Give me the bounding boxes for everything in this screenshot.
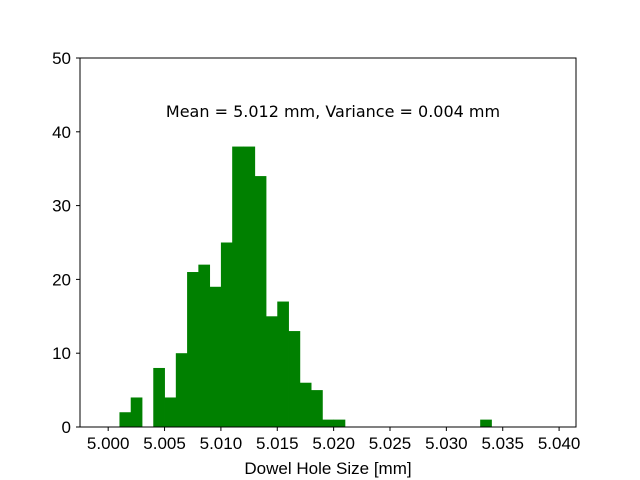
histogram-bar-8 bbox=[220, 242, 233, 427]
histogram-bar-5 bbox=[187, 272, 199, 427]
histogram-bar-15 bbox=[299, 382, 312, 427]
y-tick-label: 50 bbox=[52, 49, 71, 68]
x-tick-label: 5.005 bbox=[143, 434, 186, 453]
x-tick-label: 5.025 bbox=[369, 434, 412, 453]
x-tick-label: 5.035 bbox=[481, 434, 524, 453]
histogram-bar-16 bbox=[311, 390, 323, 427]
histogram-bars bbox=[119, 146, 492, 427]
histogram-bar-3 bbox=[164, 397, 177, 427]
y-tick-label: 10 bbox=[52, 344, 71, 363]
histogram-bar-14 bbox=[288, 331, 301, 427]
histogram-bar-2 bbox=[153, 367, 165, 427]
histogram-bar-13 bbox=[277, 301, 289, 427]
y-axis: 0 10 20 30 40 50 bbox=[52, 49, 80, 437]
x-tick-label: 5.010 bbox=[200, 434, 243, 453]
x-tick-label: 5.000 bbox=[87, 434, 130, 453]
histogram-bar-9 bbox=[232, 146, 244, 427]
x-tick-label: 5.030 bbox=[425, 434, 468, 453]
histogram-bar-17 bbox=[322, 419, 335, 427]
x-tick-label: 5.015 bbox=[256, 434, 299, 453]
stats-annotation: Mean = 5.012 mm, Variance = 0.004 mm bbox=[166, 102, 500, 121]
histogram-bar-12 bbox=[266, 316, 278, 427]
x-axis-label: Dowel Hole Size [mm] bbox=[244, 459, 411, 478]
y-tick-label: 20 bbox=[52, 270, 71, 289]
histogram-bar-18 bbox=[333, 419, 346, 427]
histogram-bar-1 bbox=[130, 397, 143, 427]
histogram-bar-7 bbox=[209, 286, 222, 427]
y-tick-label: 0 bbox=[62, 418, 71, 437]
histogram-bar-11 bbox=[254, 176, 267, 427]
y-tick-label: 40 bbox=[52, 123, 71, 142]
histogram-bar-10 bbox=[243, 146, 256, 427]
x-tick-label: 5.020 bbox=[312, 434, 355, 453]
histogram-bar-4 bbox=[175, 353, 188, 427]
histogram-bar-6 bbox=[198, 264, 211, 427]
histogram-bar-19 bbox=[480, 419, 492, 427]
x-tick-label: 5.040 bbox=[538, 434, 581, 453]
plot-frame bbox=[79, 57, 577, 428]
histogram-bar-0 bbox=[119, 412, 132, 427]
x-axis: 5.000 5.005 5.010 5.015 5.020 5.025 5.030 5.035… bbox=[87, 427, 580, 453]
y-tick-label: 30 bbox=[52, 197, 71, 216]
